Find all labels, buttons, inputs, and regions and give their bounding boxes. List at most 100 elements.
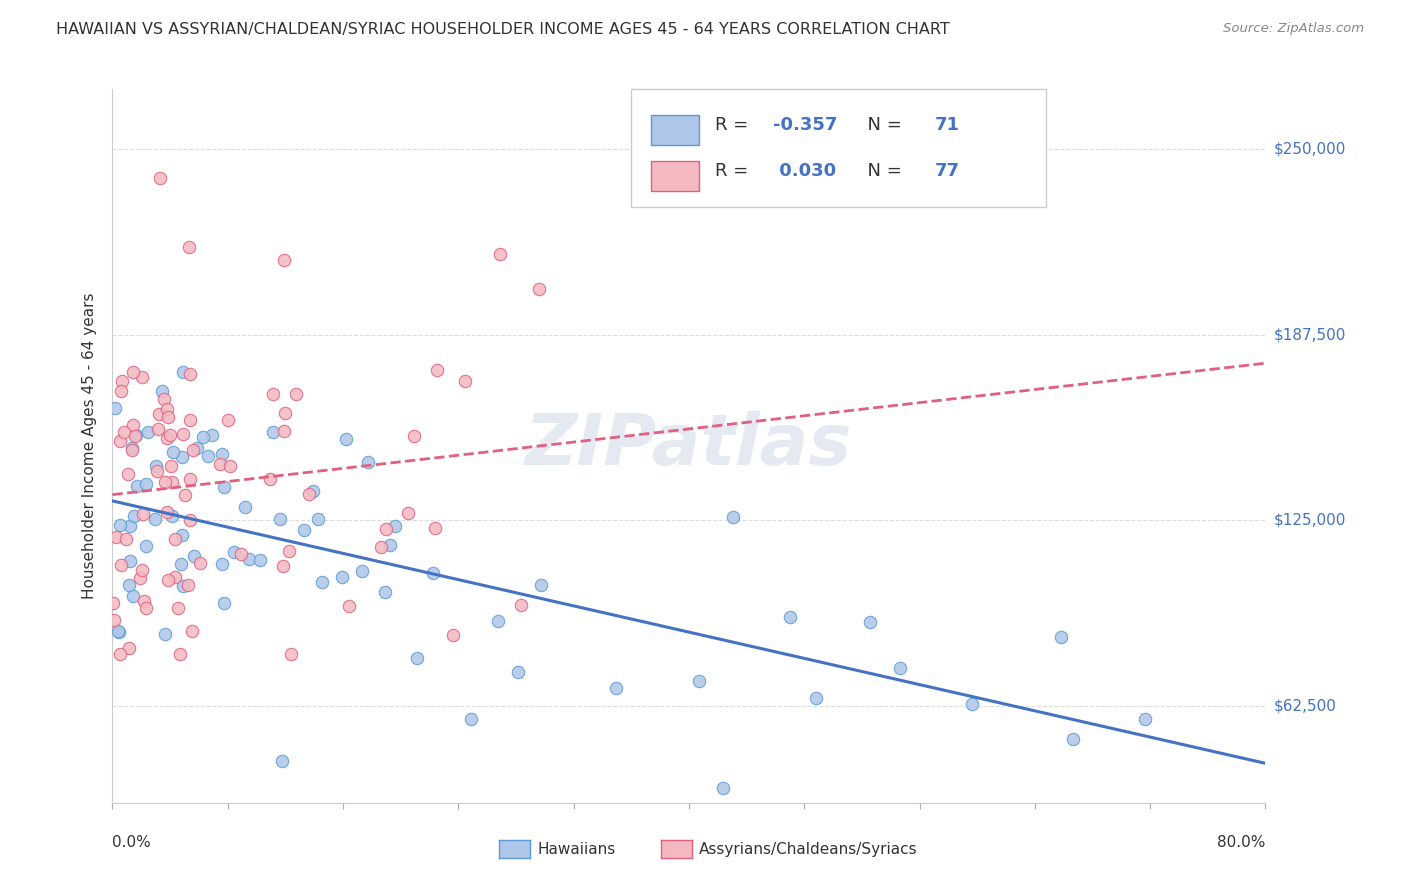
Point [330, 570, 353, 584]
Point [120, 554, 142, 568]
Point [406, 650, 429, 665]
Point [124, 428, 146, 442]
Point [107, 624, 129, 638]
Point [460, 712, 482, 726]
Point [121, 442, 143, 457]
Point [186, 442, 208, 456]
Point [160, 509, 183, 524]
Point [152, 392, 174, 407]
Text: Source: ZipAtlas.com: Source: ZipAtlas.com [1223, 22, 1364, 36]
Point [222, 545, 245, 559]
Point [104, 401, 127, 415]
Point [231, 547, 253, 561]
Point [136, 425, 159, 439]
Point [1062, 731, 1084, 746]
Point [179, 367, 201, 381]
FancyBboxPatch shape [651, 115, 699, 145]
Point [110, 434, 132, 448]
Point [162, 444, 184, 458]
Point [269, 512, 291, 526]
Point [170, 450, 193, 464]
Point [298, 487, 321, 501]
Text: $187,500: $187,500 [1274, 327, 1346, 342]
Point [859, 615, 882, 629]
Point [374, 585, 396, 599]
Point [688, 674, 710, 689]
Point [165, 570, 187, 584]
Y-axis label: Householder Income Ages 45 - 64 years: Householder Income Ages 45 - 64 years [82, 293, 97, 599]
Point [120, 519, 142, 533]
Point [262, 425, 284, 440]
Point [375, 522, 398, 536]
Point [201, 427, 224, 442]
Point [125, 479, 148, 493]
Point [148, 422, 170, 436]
FancyBboxPatch shape [651, 161, 699, 191]
Point [191, 430, 214, 444]
Point [380, 538, 402, 552]
Point [211, 447, 233, 461]
Text: $62,500: $62,500 [1274, 698, 1337, 714]
Point [270, 755, 292, 769]
Point [274, 406, 297, 420]
Point [262, 387, 284, 401]
Point [150, 384, 173, 399]
Point [148, 408, 170, 422]
Point [889, 660, 911, 674]
Point [145, 458, 167, 473]
Point [488, 614, 510, 628]
Point [135, 477, 157, 491]
Point [110, 384, 132, 398]
Point [422, 566, 444, 580]
Text: Hawaiians: Hawaiians [537, 842, 616, 856]
Point [135, 539, 157, 553]
Point [121, 441, 143, 455]
Point [302, 483, 325, 498]
Point [103, 596, 125, 610]
Point [145, 464, 167, 478]
Text: N =: N = [856, 162, 908, 180]
Point [335, 433, 357, 447]
Point [284, 387, 307, 401]
Text: $250,000: $250,000 [1274, 141, 1346, 156]
Point [605, 681, 627, 695]
Point [156, 402, 179, 417]
Point [149, 171, 172, 186]
Point [179, 239, 201, 253]
Point [214, 596, 236, 610]
Text: 77: 77 [935, 162, 959, 180]
Point [129, 571, 152, 585]
Point [384, 519, 406, 533]
Point [169, 647, 191, 661]
Point [177, 578, 200, 592]
Point [170, 527, 193, 541]
Point [170, 557, 193, 571]
Point [181, 624, 204, 638]
Point [212, 480, 235, 494]
Point [117, 467, 139, 481]
Point [426, 363, 449, 377]
Point [157, 574, 180, 588]
Point [117, 578, 139, 592]
Point [280, 647, 302, 661]
Point [179, 513, 201, 527]
Point [172, 579, 194, 593]
Text: 80.0%: 80.0% [1218, 836, 1265, 850]
Point [122, 509, 145, 524]
Point [370, 541, 392, 555]
Point [273, 253, 295, 268]
Point [105, 530, 128, 544]
Point [108, 647, 131, 661]
Point [111, 374, 134, 388]
Point [153, 475, 176, 489]
Point [160, 458, 183, 473]
Point [173, 488, 195, 502]
Point [197, 449, 219, 463]
Point [489, 246, 512, 260]
Point [131, 563, 153, 577]
FancyBboxPatch shape [631, 89, 1046, 207]
Text: R =: R = [716, 116, 755, 134]
Point [156, 409, 179, 424]
Point [156, 505, 179, 519]
Point [454, 374, 477, 388]
